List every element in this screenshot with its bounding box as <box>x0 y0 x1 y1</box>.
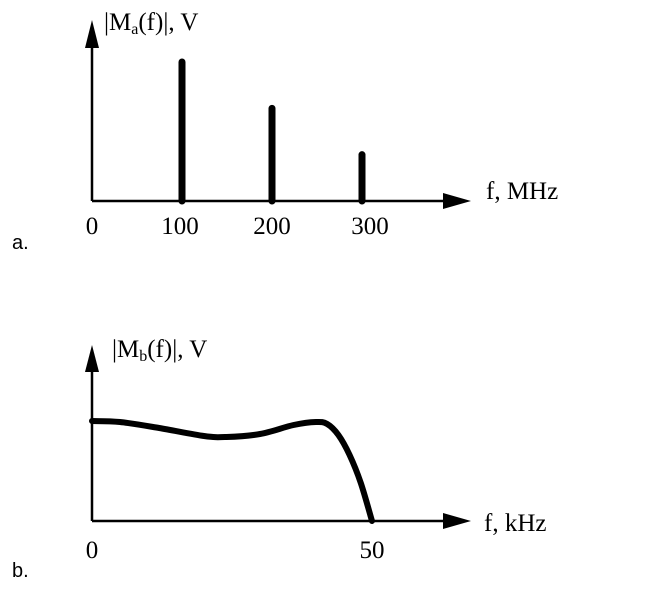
x-axis-arrow-a <box>443 193 471 209</box>
chart-a: |Ma(f)|, V f, MHz 0 100 200 300 a. <box>12 9 558 254</box>
y-axis-arrow-a <box>85 20 99 48</box>
y-axis-label-rest-b: (f)|, V <box>147 336 207 363</box>
spectrum-curve-b <box>89 418 375 524</box>
panel-label-b: b. <box>12 560 29 582</box>
x-tick-label: 300 <box>351 213 389 240</box>
chart-b: |Mb(f)|, V f, kHz 0 50 b. <box>12 336 546 582</box>
y-axis-label-sub-b: b <box>139 348 147 365</box>
y-axis-label-sub-a: a <box>131 21 138 38</box>
x-axis-label-a: f, MHz <box>486 178 558 205</box>
x-tick-label: 100 <box>161 213 199 240</box>
x-tick-label: 0 <box>86 213 99 240</box>
y-axis-arrow-b <box>85 345 99 372</box>
x-tick-label: 50 <box>360 537 385 564</box>
panel-label-a: a. <box>12 232 29 254</box>
x-tick-label: 0 <box>86 537 99 564</box>
y-axis-label-main-a: |M <box>104 9 131 36</box>
x-axis-label-b: f, kHz <box>484 510 546 537</box>
y-axis-label-b: |Mb(f)|, V <box>112 336 207 365</box>
y-axis-label-a: |Ma(f)|, V <box>104 9 198 38</box>
x-tick-label: 200 <box>253 213 291 240</box>
y-axis-label-main-b: |M <box>112 336 139 363</box>
y-axis-label-rest-a: (f)|, V <box>138 9 198 36</box>
x-axis-arrow-b <box>443 513 471 529</box>
